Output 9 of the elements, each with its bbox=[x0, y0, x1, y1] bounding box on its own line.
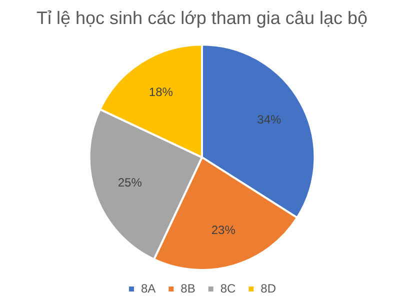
legend-label: 8A bbox=[140, 281, 156, 296]
legend-label: 8B bbox=[180, 281, 196, 296]
data-label: 25% bbox=[118, 176, 142, 190]
data-label: 23% bbox=[211, 223, 236, 238]
chart-title: Tỉ lệ học sinh các lớp tham gia câu lạc bộ bbox=[36, 8, 368, 28]
legend-label: 8D bbox=[260, 281, 276, 296]
legend-label: 8C bbox=[220, 281, 236, 296]
data-label: 34% bbox=[257, 112, 282, 127]
data-label: 18% bbox=[148, 84, 174, 99]
